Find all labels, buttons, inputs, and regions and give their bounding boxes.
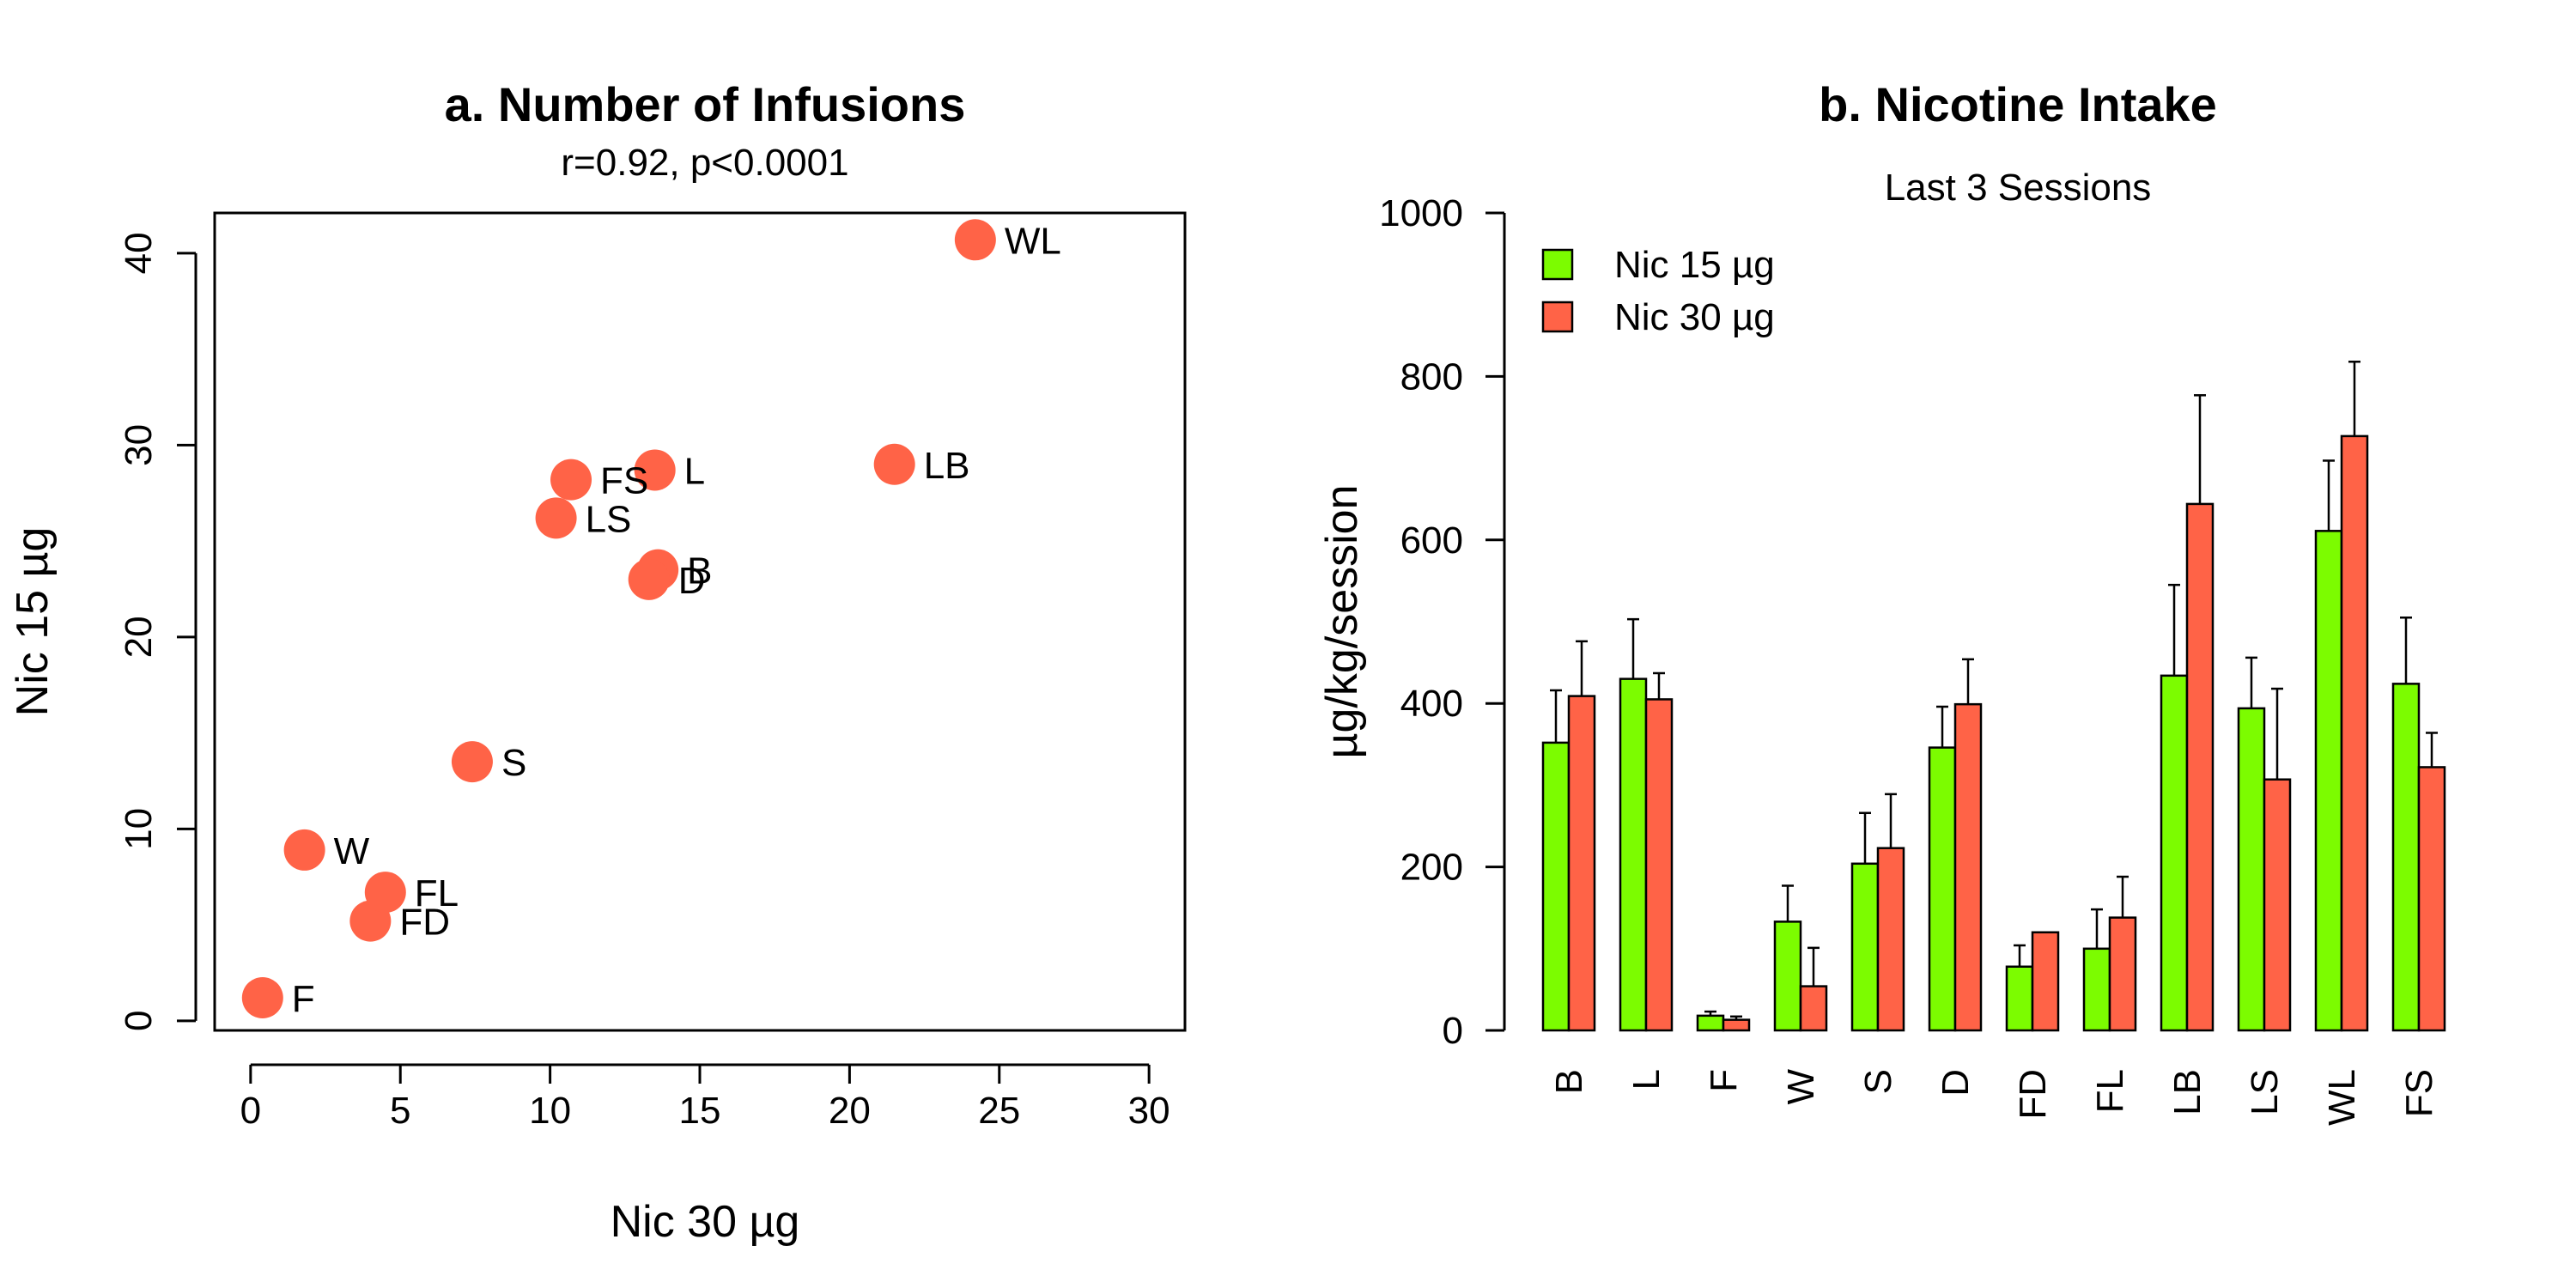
bar-y-axis-title: µg/kg/session bbox=[1317, 484, 1367, 758]
scatter-point bbox=[283, 829, 325, 871]
scatter-title: a. Number of Infusions bbox=[445, 77, 966, 131]
scatter-y-axis-title: Nic 15 µg bbox=[8, 527, 58, 717]
bar bbox=[1722, 1018, 1751, 1032]
bar bbox=[1644, 698, 1674, 1032]
bar bbox=[2391, 683, 2421, 1032]
bar bbox=[1799, 985, 1828, 1032]
bar-category-label: L bbox=[1625, 1069, 1668, 1090]
legend-label: Nic 30 µg bbox=[1614, 296, 1775, 338]
bar bbox=[1619, 677, 1648, 1032]
scatter-point bbox=[451, 741, 493, 783]
scatter-point bbox=[634, 449, 676, 491]
bar bbox=[1876, 847, 1905, 1032]
scatter-point bbox=[550, 459, 592, 501]
scatter-point bbox=[364, 872, 406, 914]
scatter-x-tick-label: 0 bbox=[240, 1090, 261, 1132]
scatter-plot-frame bbox=[213, 211, 1187, 1032]
scatter-point-label: LB bbox=[924, 445, 970, 487]
scatter-point bbox=[628, 558, 670, 600]
scatter-x-tick-label: 30 bbox=[1128, 1090, 1170, 1132]
bar bbox=[2340, 434, 2369, 1032]
bar-y-tick-label: 200 bbox=[1400, 847, 1463, 889]
bar-y-tick-label: 400 bbox=[1400, 683, 1463, 725]
scatter-x-tick-label: 20 bbox=[829, 1090, 871, 1132]
bar-category-labels: B L F W S D FD FL LB LS WL FS bbox=[1548, 1069, 2440, 1126]
bar bbox=[1953, 702, 1983, 1032]
scatter-x-tick-label: 25 bbox=[978, 1090, 1020, 1132]
bar-category-label: FS bbox=[2398, 1069, 2440, 1117]
bar-category-label: S bbox=[1857, 1069, 1899, 1094]
bar-category-label: LB bbox=[2166, 1069, 2208, 1115]
bar bbox=[1541, 741, 1571, 1032]
scatter-point-label: F bbox=[292, 978, 315, 1020]
scatter-x-tick-label: 15 bbox=[679, 1090, 721, 1132]
scatter-x-tick-label: 5 bbox=[390, 1090, 410, 1132]
bar bbox=[1567, 695, 1596, 1032]
scatter-panel: a. Number of Infusions r=0.92, p<0.0001 … bbox=[8, 77, 1187, 1247]
bar-category-label: FL bbox=[2089, 1069, 2131, 1113]
bar bbox=[1773, 920, 1802, 1032]
bar bbox=[2417, 766, 2446, 1032]
bar bbox=[1928, 746, 1957, 1032]
bar-y-tick-label: 600 bbox=[1400, 519, 1463, 562]
legend-swatch bbox=[1541, 301, 1574, 333]
scatter-point-label: W bbox=[334, 830, 370, 872]
bar bbox=[2108, 916, 2137, 1032]
bar-legend: Nic 15 µg Nic 30 µg bbox=[1541, 244, 1775, 338]
bar-subtitle: Last 3 Sessions bbox=[1885, 167, 2152, 209]
bar-category-label: D bbox=[1935, 1069, 1977, 1097]
bar-y-tick-label: 0 bbox=[1443, 1010, 1463, 1052]
bar bbox=[2314, 530, 2343, 1032]
bar-title: b. Nicotine Intake bbox=[1819, 77, 2217, 131]
scatter-y-tick-label: 10 bbox=[118, 808, 160, 850]
scatter-x-tick-label: 10 bbox=[529, 1090, 571, 1132]
scatter-point bbox=[954, 219, 996, 261]
bar-y-tick-label: 800 bbox=[1400, 355, 1463, 398]
bar bbox=[2237, 707, 2266, 1032]
scatter-y-tick-label: 30 bbox=[118, 424, 160, 466]
scatter-point-label: LS bbox=[586, 498, 632, 540]
scatter-point-label: FS bbox=[600, 460, 648, 502]
scatter-y-axis: 0 10 20 30 40 bbox=[118, 232, 197, 1031]
scatter-point-label: L bbox=[684, 450, 705, 492]
scatter-x-axis: 0 5 10 15 20 25 30 bbox=[240, 1063, 1170, 1132]
scatter-point bbox=[535, 497, 577, 539]
bar bbox=[2263, 778, 2292, 1032]
scatter-subtitle: r=0.92, p<0.0001 bbox=[561, 142, 848, 184]
bar-category-label: FD bbox=[2012, 1069, 2054, 1120]
scatter-point-label: FL bbox=[415, 872, 459, 914]
bar-series bbox=[1541, 361, 2446, 1032]
bar bbox=[2185, 502, 2215, 1032]
scatter-point-label: D bbox=[678, 560, 706, 602]
bar bbox=[1850, 862, 1880, 1032]
scatter-point-label: B bbox=[687, 550, 712, 592]
scatter-point bbox=[241, 977, 283, 1019]
scatter-y-tick-label: 20 bbox=[118, 616, 160, 658]
bar bbox=[2082, 947, 2111, 1032]
bar bbox=[1696, 1014, 1725, 1032]
bar-category-label: W bbox=[1780, 1069, 1822, 1105]
scatter-x-axis-title: Nic 30 µg bbox=[611, 1197, 800, 1247]
bar-category-label: WL bbox=[2321, 1069, 2363, 1126]
bar-y-tick-label: 1000 bbox=[1379, 192, 1463, 234]
bar bbox=[2031, 931, 2060, 1032]
scatter-point bbox=[873, 443, 915, 485]
scatter-point-label: S bbox=[501, 742, 526, 784]
scatter-point-label: FD bbox=[399, 902, 450, 944]
legend-swatch bbox=[1541, 248, 1574, 281]
scatter-y-tick-label: 40 bbox=[118, 232, 160, 274]
legend-label: Nic 15 µg bbox=[1614, 244, 1775, 286]
scatter-point-label: WL bbox=[1005, 220, 1061, 262]
bar bbox=[2005, 965, 2034, 1032]
scatter-y-tick-label: 0 bbox=[118, 1011, 160, 1031]
bar bbox=[2160, 674, 2189, 1032]
bar-y-axis: 0 200 400 600 800 1000 bbox=[1379, 192, 1506, 1052]
bar-category-label: F bbox=[1703, 1069, 1745, 1092]
bar-category-label: LS bbox=[2244, 1069, 2286, 1115]
bar-category-label: B bbox=[1548, 1069, 1590, 1094]
bar-panel: b. Nicotine Intake Last 3 Sessions 0 200 4… bbox=[1317, 77, 2446, 1126]
